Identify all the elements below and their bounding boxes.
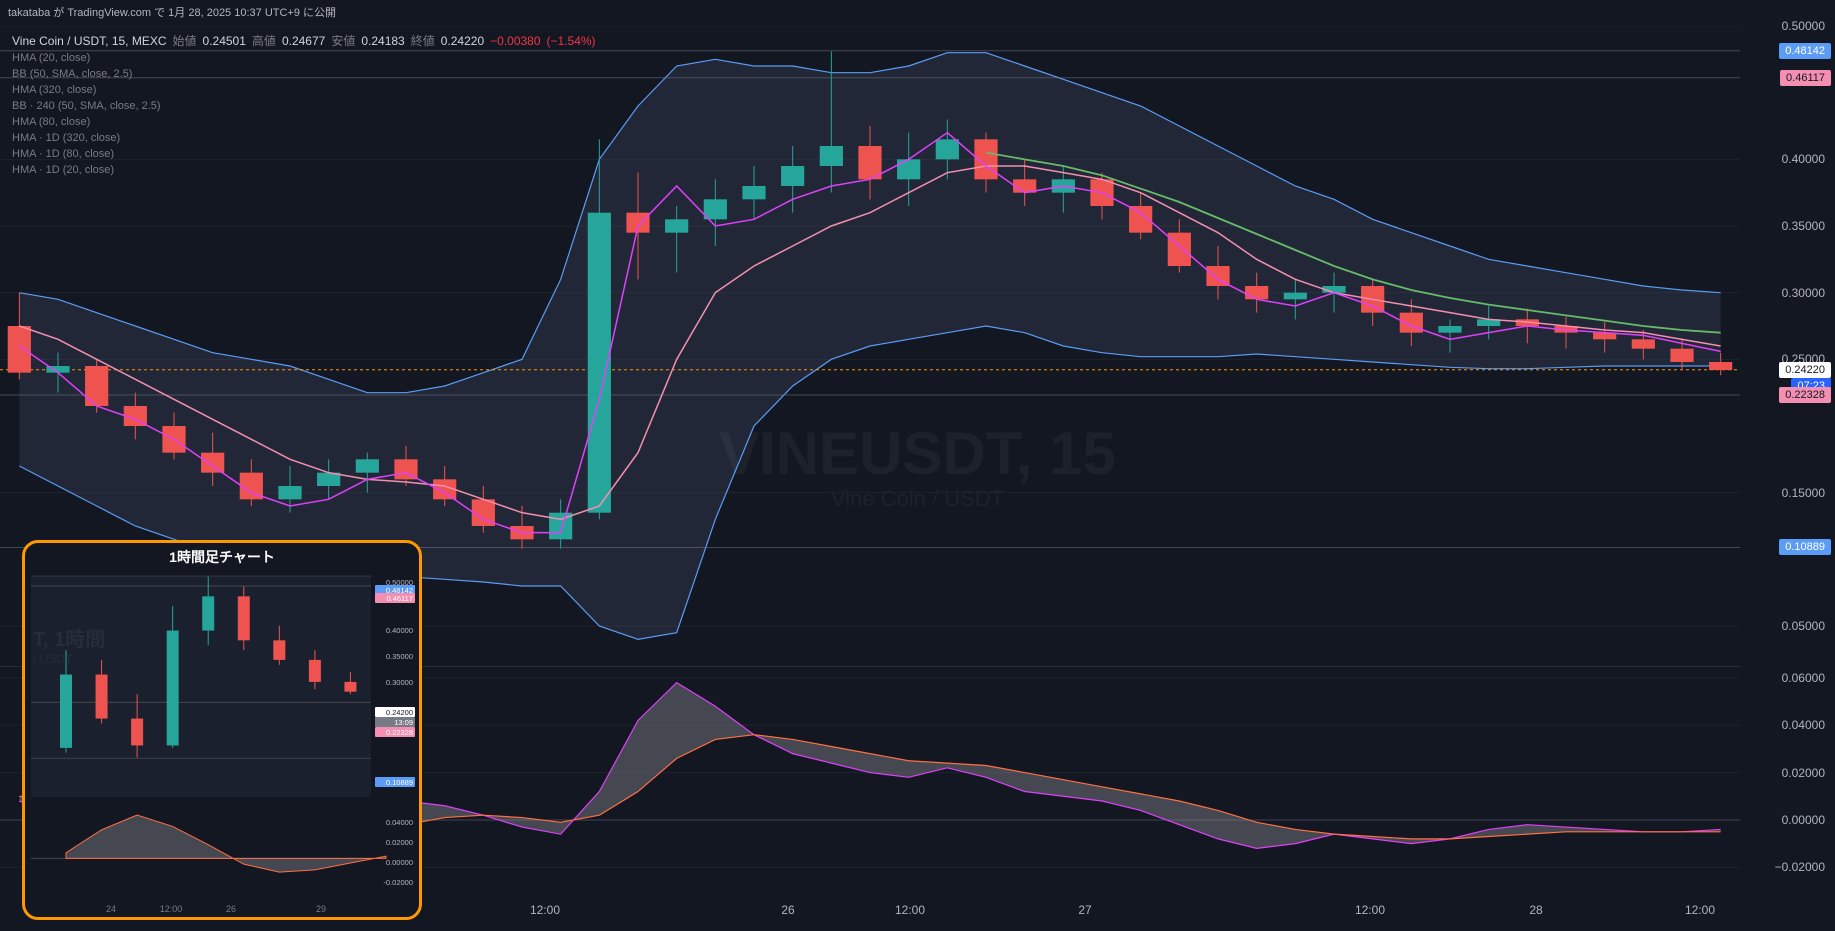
svg-text:13:09: 13:09 xyxy=(394,718,413,727)
price-axis: 0.500000.400000.350000.300000.250000.150… xyxy=(1740,26,1835,666)
svg-text:12:00: 12:00 xyxy=(160,904,183,914)
svg-text:-0.02000: -0.02000 xyxy=(383,878,413,887)
svg-text:0.00000: 0.00000 xyxy=(386,858,413,867)
svg-text:26: 26 xyxy=(226,904,236,914)
inset-title: 1時間足チャート xyxy=(169,547,275,567)
svg-text:0.40000: 0.40000 xyxy=(386,626,413,635)
svg-text:0.24200: 0.24200 xyxy=(386,708,413,717)
svg-text:24: 24 xyxy=(106,904,116,914)
svg-text:0.10889: 0.10889 xyxy=(386,778,413,787)
svg-text:0.30000: 0.30000 xyxy=(386,678,413,687)
svg-text:0.46117: 0.46117 xyxy=(386,594,413,603)
inset-chart-1h[interactable]: 1時間足チャート T, 1時間 / USDT 0.500000.481420.4… xyxy=(22,540,422,920)
svg-text:0.22328: 0.22328 xyxy=(386,728,413,737)
svg-text:0.02000: 0.02000 xyxy=(386,838,413,847)
svg-text:0.04000: 0.04000 xyxy=(386,818,413,827)
svg-text:0.35000: 0.35000 xyxy=(386,652,413,661)
publish-info: takataba が TradingView.com で 1月 28, 2025… xyxy=(8,4,336,20)
svg-text:29: 29 xyxy=(316,904,326,914)
oscillator-axis: 0.060000.040000.020000.00000−0.02000 xyxy=(1740,666,1835,891)
